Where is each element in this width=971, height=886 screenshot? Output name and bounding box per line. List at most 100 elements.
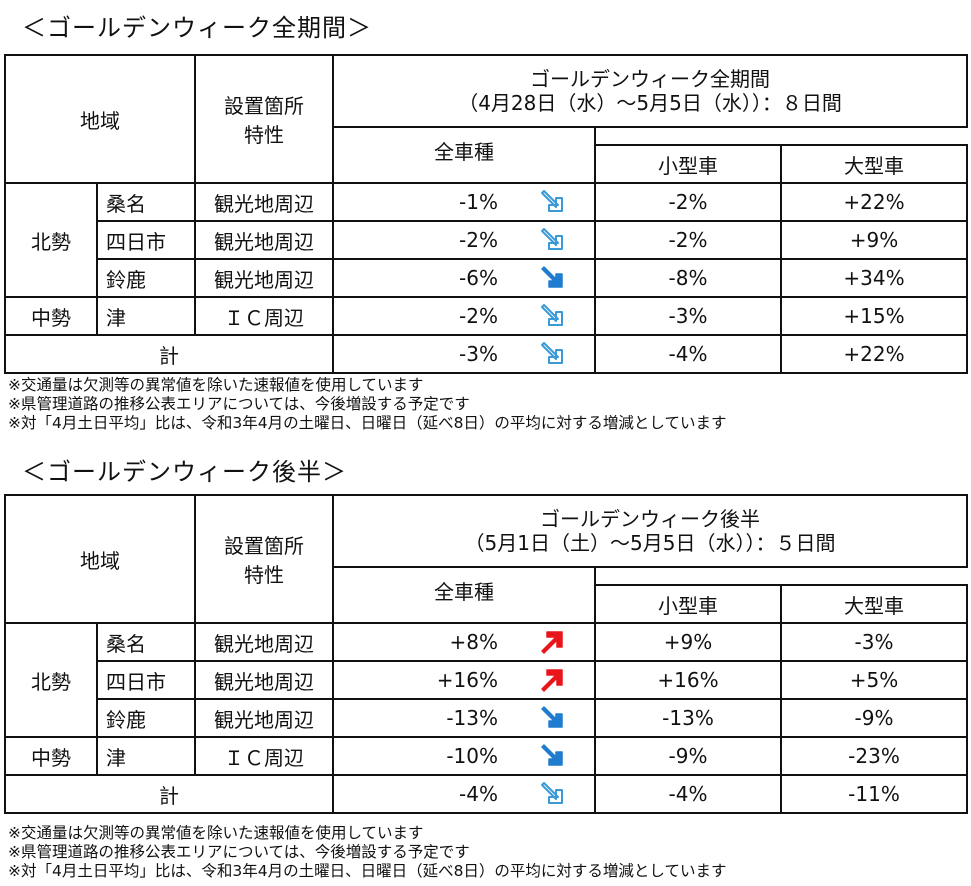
header-small-vehicle: 小型車 [594, 144, 782, 184]
city-cell: 四日市 [96, 220, 196, 260]
section-title-latter-half: ＜ゴールデンウィーク後半＞ [22, 458, 347, 486]
location-type-cell: 観光地周辺 [194, 698, 334, 738]
large-vehicle-cell: -23% [779, 736, 969, 776]
down-right-blue-arrow-icon [541, 266, 563, 288]
down-right-outline-arrow-icon [541, 304, 563, 326]
small-vehicle-cell: -8% [594, 258, 782, 298]
note-line: ※交通量は欠測等の異常値を除いた速報値を使用しています [8, 376, 424, 394]
header-location-type: 設置箇所 特性 [194, 54, 334, 184]
all-types-value: -10% [446, 744, 498, 768]
header-large-vehicle: 大型車 [779, 144, 969, 184]
location-type-cell: ＩＣ周辺 [194, 736, 334, 776]
header-period-title: ゴールデンウィーク全期間 [530, 67, 771, 91]
down-right-outline-arrow-icon [541, 782, 563, 804]
region-chusei: 中勢 [4, 736, 98, 776]
city-cell: 桑名 [96, 182, 196, 222]
large-vehicle-cell: +9% [779, 220, 969, 260]
city-cell: 四日市 [96, 660, 196, 700]
header-period-dates: （5月1日（土）～5月5日（水））：５日間 [464, 531, 836, 555]
header-location-line1: 設置箇所 [224, 94, 304, 118]
header-period: ゴールデンウィーク後半 （5月1日（土）～5月5日（水））：５日間 [331, 494, 969, 568]
small-vehicle-cell: -9% [594, 736, 782, 776]
header-small-vehicle: 小型車 [594, 584, 782, 624]
traffic-table-latter-half: 地域 設置箇所 特性 ゴールデンウィーク後半 （5月1日（土）～5月5日（水））… [4, 494, 969, 814]
notes-latter-half: ※交通量は欠測等の異常値を除いた速報値を使用しています ※県管理道路の推移公表エ… [8, 824, 726, 881]
city-cell: 鈴鹿 [96, 258, 196, 298]
all-types-cell: -4% [332, 774, 596, 814]
table-row: 北勢 桑名 観光地周辺 -1% -2% +22% [4, 182, 969, 298]
large-vehicle-cell: +15% [779, 296, 969, 336]
small-vehicle-cell: -3% [594, 296, 782, 336]
header-region: 地域 [4, 494, 196, 624]
city-cell: 鈴鹿 [96, 698, 196, 738]
city-cell: 津 [96, 736, 196, 776]
large-vehicle-cell: -3% [779, 622, 969, 662]
region-hokusei: 北勢 [4, 622, 98, 738]
small-vehicle-cell: -4% [594, 774, 782, 814]
down-right-blue-arrow-icon [541, 706, 563, 728]
small-vehicle-cell: -4% [594, 334, 782, 374]
all-types-value: +8% [449, 630, 499, 654]
small-vehicle-cell: -2% [594, 182, 782, 222]
traffic-table-full-period: 地域 設置箇所 特性 ゴールデンウィーク全期間 （4月28日（水）～5月5日（水… [4, 54, 969, 374]
all-types-value: -1% [459, 190, 498, 214]
location-type-cell: 観光地周辺 [194, 660, 334, 700]
all-types-cell: -3% [332, 334, 596, 374]
header-period-dates: （4月28日（水）～5月5日（水））：８日間 [458, 91, 842, 115]
location-type-cell: 観光地周辺 [194, 220, 334, 260]
total-label: 計 [4, 774, 334, 814]
region-hokusei: 北勢 [4, 182, 98, 298]
note-line: ※対「4月土日平均」比は、令和3年4月の土曜日、日曜日（延べ8日）の平均に対する… [8, 414, 727, 432]
all-types-value: -3% [459, 342, 498, 366]
section-title-full-period: ＜ゴールデンウィーク全期間＞ [22, 14, 372, 42]
large-vehicle-cell: +34% [779, 258, 969, 298]
header-location-line2: 特性 [244, 563, 284, 587]
note-line: ※県管理道路の推移公表エリアについては、今後増設する予定です [8, 843, 470, 861]
header-large-vehicle: 大型車 [779, 584, 969, 624]
all-types-cell: -13% [332, 698, 596, 738]
all-types-cell: -10% [332, 736, 596, 776]
location-type-cell: 観光地周辺 [194, 258, 334, 298]
header-all-types: 全車種 [332, 126, 596, 184]
all-types-cell: -2% [332, 296, 596, 336]
table-row: 中勢 津 ＩＣ周辺 -2% -3% +15% [4, 296, 969, 336]
all-types-value: -4% [459, 782, 498, 806]
down-right-outline-arrow-icon [541, 228, 563, 250]
table-row: 鈴鹿 観光地周辺 -13% -13% -9% [5, 698, 969, 738]
small-vehicle-cell: -2% [594, 220, 782, 260]
table-row: 四日市 観光地周辺 +16% +16% +5% [5, 660, 969, 700]
header-location-line1: 設置箇所 [224, 534, 304, 558]
large-vehicle-cell: +5% [779, 660, 969, 700]
region-chusei: 中勢 [4, 296, 98, 336]
header-location-type: 設置箇所 特性 [194, 494, 334, 624]
large-vehicle-cell: -11% [779, 774, 969, 814]
all-types-value: -13% [446, 706, 498, 730]
large-vehicle-cell: +22% [779, 334, 969, 374]
location-type-cell: 観光地周辺 [194, 622, 334, 662]
down-right-outline-arrow-icon [541, 190, 563, 212]
header-period-title: ゴールデンウィーク後半 [540, 507, 760, 531]
table-row: 鈴鹿 観光地周辺 -6% -8% +34% [5, 258, 969, 298]
table-row: 北勢 桑名 観光地周辺 +8% +9% -3% [4, 622, 969, 738]
down-right-outline-arrow-icon [541, 342, 563, 364]
note-line: ※対「4月土日平均」比は、令和3年4月の土曜日、日曜日（延べ8日）の平均に対する… [8, 862, 727, 880]
table-row: 四日市 観光地周辺 -2% -2% +9% [5, 220, 969, 260]
header-period: ゴールデンウィーク全期間 （4月28日（水）～5月5日（水））：８日間 [331, 54, 969, 128]
all-types-value: -6% [459, 266, 498, 290]
all-types-cell: -6% [332, 258, 596, 298]
all-types-cell: +16% [332, 660, 596, 700]
small-vehicle-cell: +9% [594, 622, 782, 662]
total-row: 計 -3% -4% +22% [4, 334, 969, 374]
city-cell: 桑名 [96, 622, 196, 662]
city-cell: 津 [96, 296, 196, 336]
all-types-cell: -1% [332, 182, 596, 222]
location-type-cell: ＩＣ周辺 [194, 296, 334, 336]
header-location-line2: 特性 [244, 123, 284, 147]
up-right-red-arrow-icon [541, 669, 563, 692]
large-vehicle-cell: +22% [779, 182, 969, 222]
note-line: ※交通量は欠測等の異常値を除いた速報値を使用しています [8, 824, 424, 842]
all-types-cell: -2% [332, 220, 596, 260]
down-right-blue-arrow-icon [541, 744, 563, 766]
small-vehicle-cell: +16% [594, 660, 782, 700]
large-vehicle-cell: -9% [779, 698, 969, 738]
